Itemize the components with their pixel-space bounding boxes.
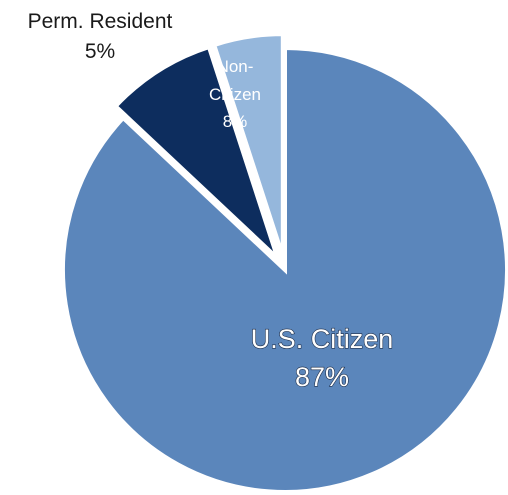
- label-us-citizen-name: U.S. Citizen: [251, 324, 394, 354]
- slice-non-citizen: [112, 44, 280, 260]
- label-non-citizen-line1: Non-: [217, 57, 254, 76]
- label-perm-resident-percent: 5%: [85, 40, 115, 63]
- label-perm-resident-name: Perm. Resident: [28, 10, 173, 33]
- label-us-citizen-percent: 87%: [295, 362, 349, 392]
- slices-group: [61, 32, 508, 494]
- slice-perm-resident: [211, 32, 285, 257]
- label-non-citizen-percent: 8%: [223, 112, 248, 131]
- label-non-citizen-line2: Citizen: [209, 85, 261, 104]
- slice-us-citizen: [61, 45, 508, 494]
- labels-group: U.S. Citizen 87% Non- Citizen 8% Perm. R…: [28, 10, 394, 393]
